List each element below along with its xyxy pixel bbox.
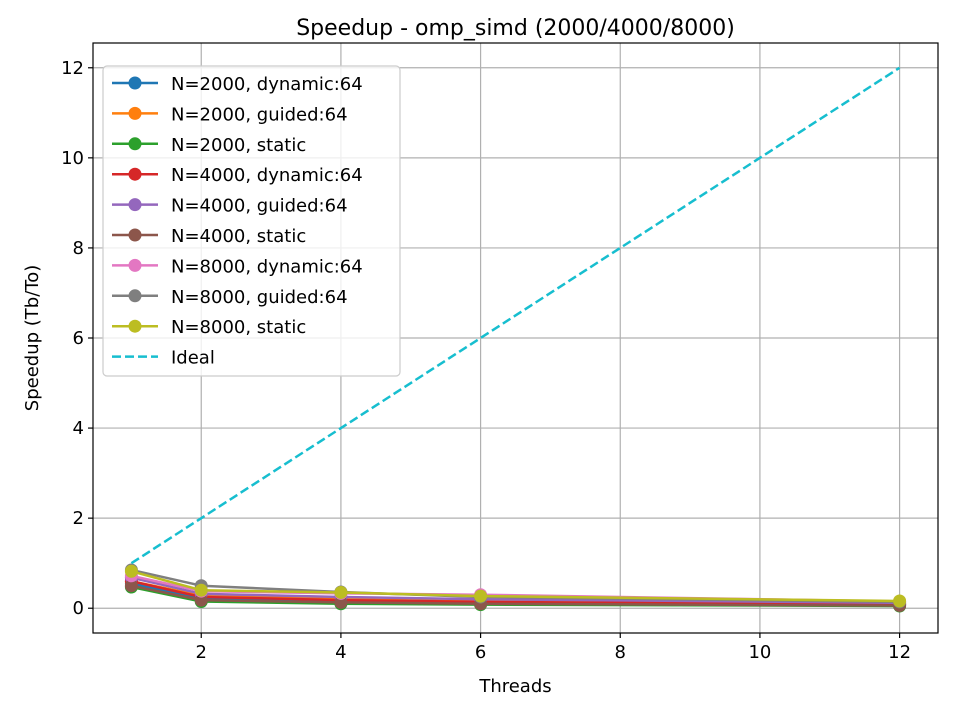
x-tick-label: 12 — [888, 642, 911, 663]
legend-label: N=2000, dynamic:64 — [171, 74, 363, 95]
y-tick-label: 12 — [61, 58, 84, 79]
y-tick-label: 6 — [73, 328, 84, 349]
series-layer — [124, 66, 907, 613]
data-point — [194, 583, 208, 597]
legend-label: N=8000, dynamic:64 — [171, 256, 363, 277]
x-tick-label: 2 — [196, 642, 207, 663]
data-point — [893, 594, 907, 608]
legend-label: N=8000, static — [171, 317, 306, 338]
x-tick-label: 10 — [748, 642, 771, 663]
legend-marker — [128, 106, 142, 120]
x-axis-label: Threads — [478, 676, 551, 697]
data-point — [124, 579, 138, 593]
chart-title: Speedup - omp_simd (2000/4000/8000) — [296, 16, 735, 41]
x-tick-label: 8 — [615, 642, 626, 663]
data-point — [124, 564, 138, 578]
legend-label: N=2000, static — [171, 135, 306, 156]
legend-label: N=2000, guided:64 — [171, 104, 348, 125]
legend-marker — [128, 319, 142, 333]
x-tick-label: 4 — [335, 642, 346, 663]
legend-marker — [128, 167, 142, 181]
legend-marker — [128, 228, 142, 242]
legend-label: Ideal — [171, 348, 215, 369]
data-point — [474, 589, 488, 603]
legend-box — [102, 65, 401, 377]
data-point — [334, 585, 348, 599]
legend-marker — [128, 289, 142, 303]
y-tick-label: 8 — [73, 238, 84, 259]
y-axis-label: Speedup (Tb/To) — [22, 265, 43, 411]
legend-marker — [128, 258, 142, 272]
legend-label: N=4000, dynamic:64 — [171, 165, 363, 186]
y-tick-label: 2 — [73, 508, 84, 529]
legend-label: N=4000, guided:64 — [171, 196, 348, 217]
legend-marker — [128, 198, 142, 212]
series-9 — [130, 66, 901, 565]
y-tick-label: 10 — [61, 148, 84, 169]
legend-label: N=4000, static — [171, 226, 306, 247]
legend-marker — [128, 137, 142, 151]
data-point — [194, 593, 208, 607]
legend-marker — [128, 76, 142, 90]
series-8 — [124, 564, 907, 608]
axis-ticks: 2 4 6 8 10 12 0 2 4 6 8 10 12 — [61, 58, 911, 663]
series-line — [130, 66, 901, 565]
legend-label: N=8000, guided:64 — [171, 287, 348, 308]
legend: N=2000, dynamic:64 N=2000, guided:64 N=200… — [102, 65, 401, 377]
y-tick-label: 4 — [73, 418, 84, 439]
x-tick-label: 6 — [475, 642, 486, 663]
data-point — [334, 595, 348, 609]
y-tick-label: 0 — [73, 598, 84, 619]
